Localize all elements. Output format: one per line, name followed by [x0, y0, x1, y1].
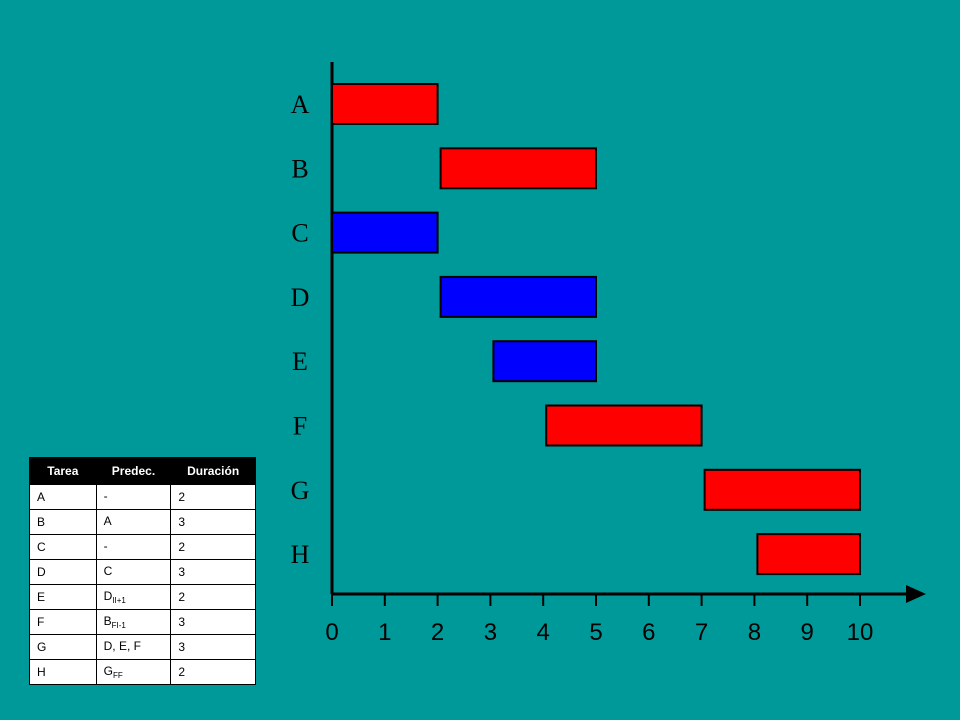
table-row: E DII+1 2 — [29, 584, 256, 610]
header-tarea: Tarea — [29, 457, 97, 485]
cell-tarea: E — [29, 584, 97, 610]
task-label: B — [291, 154, 308, 183]
task-label: D — [291, 283, 310, 312]
cell-predec: D, E, F — [95, 634, 172, 660]
cell-tarea: H — [29, 659, 97, 685]
table-row: G D, E, F 3 — [29, 634, 256, 660]
x-tick-label: 9 — [801, 619, 814, 646]
cell-duracion: 3 — [170, 609, 256, 635]
cell-duracion: 2 — [170, 584, 256, 610]
table-row: A - 2 — [29, 484, 256, 510]
task-bar-B — [439, 147, 597, 190]
x-tick-label: 3 — [484, 619, 497, 646]
cell-predec: A — [95, 509, 172, 535]
cell-tarea: A — [29, 484, 97, 510]
task-bar-H — [756, 533, 862, 576]
cell-tarea: G — [29, 634, 97, 660]
task-label: G — [291, 476, 310, 505]
cell-predec: GFF — [95, 659, 172, 685]
cell-predec: - — [95, 484, 172, 510]
cell-duracion: 3 — [170, 509, 256, 535]
task-bar-D — [439, 275, 597, 318]
cell-predec: - — [95, 534, 172, 560]
cell-predec: DII+1 — [95, 584, 172, 610]
cell-tarea: F — [29, 609, 97, 635]
x-tick-label: 8 — [748, 619, 761, 646]
task-bar-C — [331, 211, 439, 254]
cell-duracion: 3 — [170, 559, 256, 585]
cell-tarea: B — [29, 509, 97, 535]
x-tick-label: 0 — [325, 619, 338, 646]
x-tick-labels: 0 1 2 3 4 5 6 7 8 9 10 — [325, 619, 873, 646]
task-label: H — [291, 540, 310, 569]
cell-duracion: 2 — [170, 484, 256, 510]
cell-duracion: 2 — [170, 534, 256, 560]
task-label: F — [293, 412, 307, 441]
table-row: H GFF 2 — [29, 659, 256, 685]
cell-tarea: D — [29, 559, 97, 585]
table-row: C - 2 — [29, 534, 256, 560]
x-tick-label: 10 — [847, 619, 874, 646]
task-label: E — [292, 347, 308, 376]
cell-duracion: 2 — [170, 659, 256, 685]
task-bars — [331, 83, 862, 576]
x-tick-label: 5 — [589, 619, 602, 646]
cell-duracion: 3 — [170, 634, 256, 660]
task-label: C — [291, 219, 308, 248]
header-predec: Predec. — [95, 457, 172, 485]
cell-predec: BFI-1 — [95, 609, 172, 635]
x-tick-label: 7 — [695, 619, 708, 646]
x-tick-label: 6 — [642, 619, 655, 646]
cell-predec: C — [95, 559, 172, 585]
table-header-row: Tarea Predec. Duración — [29, 457, 256, 485]
table-row: F BFI-1 3 — [29, 609, 256, 635]
task-table: Tarea Predec. Duración A - 2 B A 3 C - 2… — [29, 457, 256, 685]
table-row: D C 3 — [29, 559, 256, 585]
table-row: B A 3 — [29, 509, 256, 535]
x-axis-arrow-icon — [906, 585, 926, 603]
task-bar-G — [703, 468, 861, 511]
task-label: A — [291, 90, 310, 119]
x-tick-label: 4 — [537, 619, 550, 646]
header-duracion: Duración — [170, 457, 256, 485]
task-bar-E — [492, 340, 597, 383]
task-bar-F — [545, 404, 703, 447]
x-tick-label: 1 — [378, 619, 391, 646]
axes — [330, 62, 926, 606]
x-tick-label: 2 — [431, 619, 444, 646]
task-labels: A B C D E F G H — [291, 90, 310, 569]
task-bar-A — [331, 83, 439, 125]
cell-tarea: C — [29, 534, 97, 560]
